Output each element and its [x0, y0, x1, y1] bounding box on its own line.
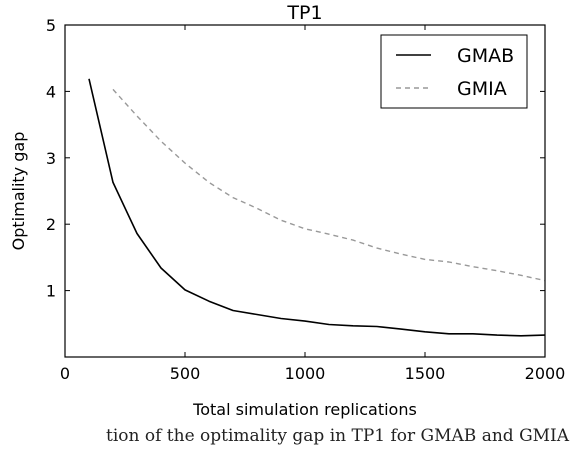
legend-box [380, 34, 528, 109]
line-chart: TP1 0 500 1000 1500 2000 1 2 3 4 5 Total simulation… [9, 2, 565, 419]
plot-layer: TP1 0 500 1000 1500 2000 1 2 3 4 5 Total simulation… [9, 2, 565, 419]
chart-title: TP1 [286, 2, 322, 24]
y-tick-label: 3 [46, 149, 56, 168]
x-tick-label: 1500 [405, 364, 446, 383]
x-axis-label: Total simulation replications [192, 400, 417, 419]
y-axis-label: Optimality gap [9, 132, 28, 251]
figure-caption: tion of the optimality gap in TP1 for GM… [0, 426, 570, 454]
y-tick-label: 1 [46, 282, 56, 301]
series-line-gmia [112, 88, 546, 282]
x-tick-label: 0 [60, 364, 70, 383]
series-line-gmab [88, 78, 546, 337]
y-tick-label: 4 [46, 82, 56, 101]
legend-label-gmia: GMIA [457, 78, 507, 100]
x-tick-label: 500 [170, 364, 201, 383]
x-tick-label: 2000 [525, 364, 566, 383]
y-tick-label: 2 [46, 215, 56, 234]
legend-label-gmab: GMAB [457, 45, 514, 67]
y-tick-label: 5 [46, 16, 56, 35]
x-tick-label: 1000 [285, 364, 326, 383]
figure-caption-text: tion of the optimality gap in TP1 for GM… [106, 426, 570, 446]
